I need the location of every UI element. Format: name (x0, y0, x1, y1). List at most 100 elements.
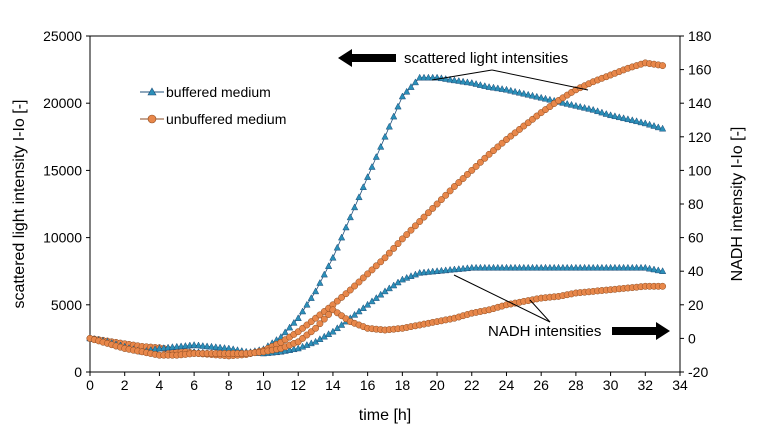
data-point-triangle (472, 79, 480, 87)
data-point-triangle (281, 328, 289, 336)
data-point-circle (476, 158, 484, 166)
x-tick-label: 8 (225, 377, 233, 393)
data-point-circle (459, 175, 467, 182)
data-point-triangle (481, 82, 489, 89)
data-point-circle (485, 150, 493, 158)
data-point-triangle (567, 263, 576, 271)
data-point-triangle (372, 294, 380, 301)
data-point-triangle (598, 108, 606, 116)
data-point-triangle (194, 341, 203, 349)
data-point-circle (498, 139, 506, 147)
data-point-circle (338, 293, 346, 301)
data-point-triangle (520, 263, 528, 271)
y-left-tick-label: 0 (74, 364, 82, 380)
data-point-triangle (611, 263, 619, 271)
data-point-triangle (472, 263, 480, 271)
data-point-triangle (628, 116, 636, 124)
legend-unbuffered-label: unbuffered medium (166, 111, 286, 127)
x-tick-label: 24 (499, 377, 515, 393)
data-point-circle (411, 222, 419, 230)
data-point-triangle (589, 263, 597, 271)
data-point-triangle (589, 105, 597, 113)
data-point-triangle (628, 263, 636, 271)
data-point-triangle (320, 270, 328, 278)
x-tick-label: 26 (533, 377, 549, 393)
x-tick-label: 12 (290, 377, 306, 393)
data-point-triangle (567, 100, 576, 108)
data-point-triangle (398, 92, 407, 100)
data-point-triangle (585, 104, 593, 112)
data-point-triangle (324, 262, 333, 269)
annotation-scattered-leader-2 (491, 69, 589, 91)
y-axis-left-title: scattered light intensity I-Io [-] (11, 100, 28, 309)
data-point-triangle (355, 193, 363, 201)
annotation-nadh-label: NADH intensities (488, 323, 601, 340)
data-point-triangle (554, 263, 563, 271)
legend-entry-buffered: buffered medium (140, 84, 271, 100)
data-point-circle (394, 240, 402, 248)
data-point-triangle (294, 314, 302, 321)
data-point-circle (346, 286, 354, 294)
data-point-triangle (390, 112, 398, 120)
data-point-triangle (442, 74, 450, 82)
data-point-triangle (350, 203, 359, 211)
data-point-triangle (650, 265, 658, 273)
data-point-triangle (485, 83, 493, 90)
data-point-triangle (576, 102, 584, 110)
data-point-triangle (637, 263, 645, 271)
data-point-triangle (407, 83, 415, 90)
data-point-triangle (580, 103, 589, 111)
data-point-triangle (377, 290, 385, 298)
data-point-triangle (342, 223, 350, 231)
data-point-triangle (359, 183, 367, 190)
data-point-triangle (455, 76, 463, 84)
data-point-circle (472, 162, 480, 170)
x-tick-label: 6 (190, 377, 198, 393)
data-point-triangle (576, 263, 584, 271)
data-point-triangle (372, 152, 380, 160)
data-point-triangle (463, 78, 472, 86)
data-point-triangle (511, 87, 519, 95)
x-tick-label: 4 (156, 377, 164, 393)
data-point-triangle (381, 132, 389, 140)
data-point-triangle (611, 112, 619, 120)
data-point-triangle (645, 120, 654, 128)
data-point-circle (429, 204, 437, 212)
data-point-triangle (507, 263, 515, 271)
data-point-triangle (619, 114, 628, 122)
data-point-triangle (593, 263, 602, 271)
data-point-circle (424, 209, 432, 217)
data-point-triangle (528, 263, 537, 271)
data-point-triangle (624, 115, 632, 123)
x-tick-label: 20 (429, 377, 445, 393)
data-point-triangle (572, 101, 580, 109)
data-point-circle (368, 266, 376, 274)
data-point-triangle (212, 343, 220, 350)
y-left-tick-label: 20000 (43, 95, 82, 111)
data-point-triangle (498, 263, 506, 271)
left-arrow-icon (338, 49, 396, 67)
data-point-triangle (602, 109, 610, 117)
data-point-triangle (307, 294, 315, 301)
data-point-circle (381, 254, 389, 262)
data-point-circle (390, 244, 398, 252)
data-point-triangle (615, 113, 623, 121)
data-point-circle (316, 320, 324, 328)
right-arrow-icon (612, 322, 670, 340)
data-point-triangle (502, 85, 511, 93)
data-point-triangle (537, 263, 545, 271)
data-point-triangle (476, 263, 485, 271)
data-point-circle (420, 213, 428, 221)
data-point-triangle (502, 263, 511, 271)
x-tick-label: 14 (325, 377, 341, 393)
x-tick-label: 18 (395, 377, 411, 393)
data-point-triangle (615, 263, 623, 271)
data-point-triangle (541, 263, 550, 271)
annotation-nadh-leader-1 (453, 274, 551, 323)
data-point-triangle (203, 342, 211, 350)
data-point-triangle (489, 263, 498, 271)
annotation-nadh-leader-2 (529, 299, 551, 323)
y-left-tick-label: 25000 (43, 28, 82, 44)
data-point-triangle (598, 263, 606, 271)
data-point-triangle (450, 76, 459, 84)
